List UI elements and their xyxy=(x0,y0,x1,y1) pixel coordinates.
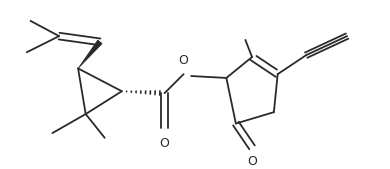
Text: O: O xyxy=(247,155,257,168)
Polygon shape xyxy=(78,40,102,68)
Text: O: O xyxy=(179,54,188,67)
Text: O: O xyxy=(160,137,170,150)
